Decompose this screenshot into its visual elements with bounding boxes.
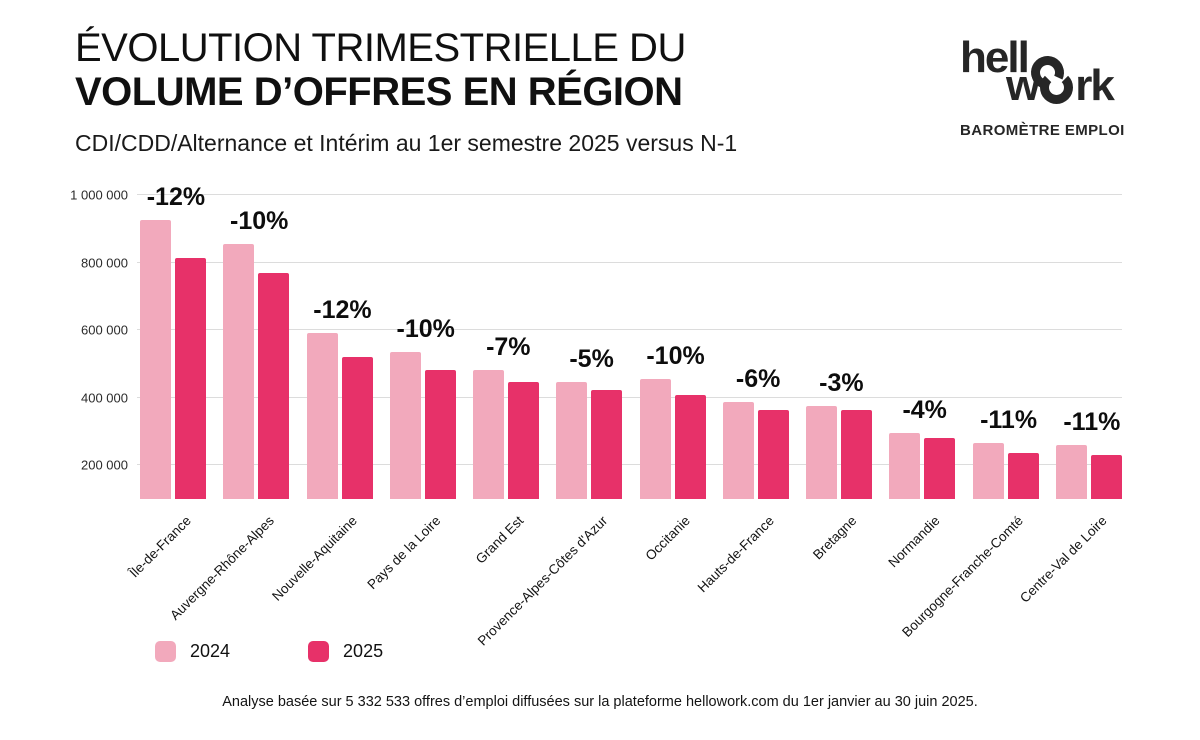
logo-text-rk: rk [1075, 60, 1115, 110]
page-subtitle: CDI/CDD/Alternance et Intérim au 1er sem… [75, 130, 738, 156]
bar-group: -10% Pays de la Loire [364, 195, 456, 592]
bar-2024 [889, 433, 921, 499]
legend-swatch-2024 [155, 641, 176, 662]
percent-change-label: -11% [1063, 408, 1121, 437]
bar-group: -6% Hauts-de-France [694, 195, 789, 595]
bar-group: -10% Auvergne-Rhône-Alpes [167, 195, 290, 623]
x-axis-category-label: Nouvelle-Aquitaine [269, 513, 361, 604]
bar-group: -4% Normandie [886, 195, 956, 570]
bar-2024 [972, 442, 1004, 499]
bar-group: -12% Île-de-France [126, 183, 206, 580]
bar-group: -10% Occitanie [639, 195, 706, 563]
gridline [137, 194, 1122, 195]
bar-2024 [556, 382, 588, 499]
y-axis-tick-label: 200 000 [81, 457, 128, 473]
legend-label-2025: 2025 [343, 641, 384, 661]
bar-2024 [306, 332, 338, 499]
bar-2024 [473, 370, 505, 499]
gridline [137, 396, 1122, 398]
bar-chart-plot-area: 200 000 400 000 600 000 800 000 1 000 000 -12… [70, 183, 1122, 649]
percent-change-label: -10% [396, 314, 455, 343]
legend-item-2024: 2024 [155, 641, 230, 662]
x-axis-category-label: Normandie [885, 513, 944, 571]
bar-group: -3% Bretagne [806, 195, 873, 562]
bar-2025 [924, 437, 956, 499]
bar-2025 [674, 394, 706, 499]
page-title-line2: VOLUME D’OFFRES EN RÉGION [75, 70, 683, 114]
x-axis-category-label: Occitanie [642, 513, 694, 564]
logo-text-w: w [1006, 60, 1040, 110]
bar-2025 [757, 409, 789, 499]
logo-text-hell: hell [960, 33, 1030, 82]
bar-2024 [223, 243, 255, 499]
percent-change-label: -11% [980, 405, 1038, 434]
gridline [137, 261, 1122, 263]
legend-swatch-2025 [308, 641, 330, 662]
percent-change-label: -5% [569, 345, 614, 374]
bar-2024 [639, 379, 671, 499]
logo-o-open-top-icon [1040, 71, 1074, 105]
bar-group: -11% Bourgogne-Franche-Comté [900, 195, 1039, 640]
bar-2024 [1056, 445, 1087, 499]
logo-line-hello: hell [960, 33, 1125, 94]
x-axis-category-label: Île-de-France [126, 513, 194, 581]
bar-group: -11% Centre-Val de Loire [1017, 195, 1122, 606]
chart-legend: 2024 2025 [155, 641, 383, 662]
percent-change-label: -7% [486, 333, 531, 362]
bar-2025 [841, 409, 873, 499]
legend-item-2025: 2025 [308, 641, 383, 662]
hellowork-logo: hell w rk BAROMÈTRE EMPLOI [960, 33, 1125, 140]
bar-2025 [258, 272, 290, 499]
logo-line-work: w rk [1006, 60, 1125, 110]
percent-change-label: -12% [313, 295, 372, 324]
percent-change-label: -3% [819, 369, 864, 398]
bar-2025 [341, 356, 373, 499]
bar-group: -5% Provence-Alpes-Côtes d'Azur [474, 195, 623, 649]
bar-2025 [1091, 455, 1122, 499]
page-title-line1: ÉVOLUTION TRIMESTRIELLE DU [75, 26, 686, 70]
bar-2025 [424, 369, 456, 499]
legend-label-2024: 2024 [190, 641, 231, 661]
bar-2025 [1007, 452, 1039, 499]
bar-2024 [140, 220, 171, 499]
bar-2025 [508, 381, 540, 499]
x-axis-category-label: Grand Est [473, 513, 527, 567]
bar-group: -12% Nouvelle-Aquitaine [269, 195, 373, 604]
gridline [137, 464, 1122, 466]
y-axis-tick-label: 600 000 [81, 322, 128, 338]
x-axis-category-label: Centre-Val de Loire [1016, 513, 1110, 606]
source-note: Analyse basée sur 5 332 533 offres d’emp… [222, 694, 978, 710]
percent-change-label: -10% [646, 342, 705, 371]
x-axis-category-label: Bretagne [810, 513, 860, 563]
bar-2024 [806, 406, 838, 499]
percent-change-label: -12% [146, 183, 206, 212]
x-axis-category-label: Pays de la Loire [364, 513, 444, 593]
bar-2025 [591, 389, 623, 499]
y-axis-tick-label: 1 000 000 [70, 187, 128, 203]
percent-change-label: -6% [735, 364, 781, 393]
brand-tagline: BAROMÈTRE EMPLOI [960, 122, 1125, 140]
percent-change-label: -4% [902, 396, 947, 425]
percent-change-label: -10% [229, 206, 289, 235]
x-axis-category-label: Hauts-de-France [694, 513, 777, 596]
y-axis-tick-label: 400 000 [81, 390, 128, 406]
y-axis-tick-label: 800 000 [81, 255, 128, 271]
bar-2024 [722, 401, 754, 499]
header: ÉVOLUTION TRIMESTRIELLE DU VOLUME D’OFFR… [75, 26, 737, 157]
bar-2025 [175, 257, 206, 499]
gridline [137, 329, 1122, 331]
bar-2024 [389, 351, 421, 499]
bar-group: -7% Grand Est [473, 195, 540, 567]
